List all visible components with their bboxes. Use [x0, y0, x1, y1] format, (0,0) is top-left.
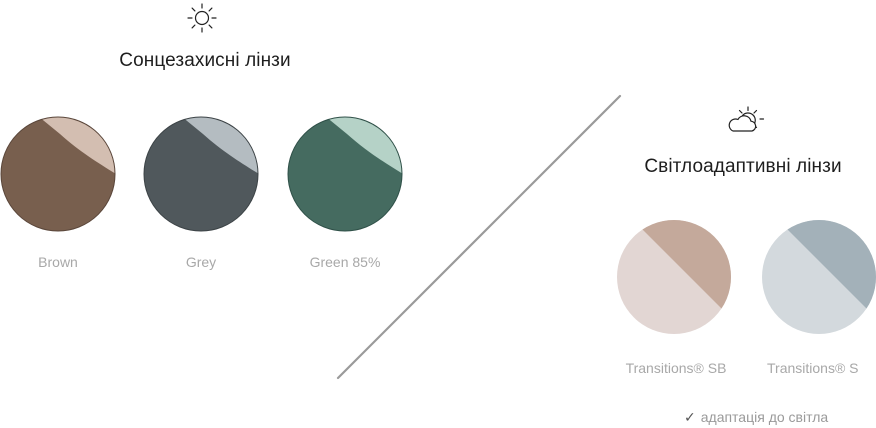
lens-label-green: Green 85%: [309, 254, 381, 270]
diagonal-divider: [330, 90, 630, 382]
sun-cloud-icon: [726, 104, 766, 138]
check-icon: ✓: [684, 409, 696, 425]
lens-transitions-s[interactable]: [761, 219, 876, 335]
lens-grey[interactable]: [143, 116, 259, 232]
lens-label-grey: Grey: [185, 254, 217, 270]
photochromic-section-title: Світлоадаптивні лінзи: [644, 156, 842, 177]
sunglasses-section-title: Сонцезахисні лінзи: [119, 50, 291, 71]
lens-brown[interactable]: [0, 116, 116, 232]
lens-green[interactable]: [287, 116, 403, 232]
lens-transitions-sb-dark: [632, 220, 731, 319]
lens-transitions-s-dark: [777, 220, 876, 319]
lens-label-transitions-sb: Transitions® SB: [625, 360, 727, 376]
lens-label-brown: Brown: [38, 254, 78, 270]
sun-icon: [184, 2, 220, 34]
lens-transitions-sb[interactable]: [616, 219, 732, 335]
adaptation-note-text: адаптація до світла: [700, 409, 829, 425]
adaptation-note: ✓ адаптація до світла: [684, 409, 828, 426]
lens-label-transitions-s: Transitions® S: [767, 360, 859, 376]
